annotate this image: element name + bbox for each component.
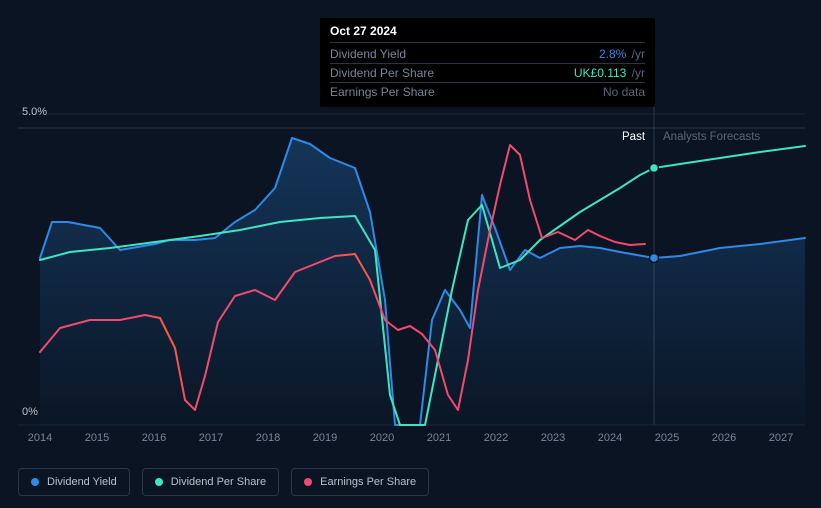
tooltip-label: Dividend Yield xyxy=(330,47,406,61)
chart-tooltip: Oct 27 2024 Dividend Yield2.8% /yrDivide… xyxy=(320,18,655,107)
legend-label: Earnings Per Share xyxy=(320,476,416,488)
tooltip-row: Dividend Per Share UK£0.113 /yr xyxy=(330,64,645,83)
x-axis-tick: 2026 xyxy=(712,432,736,444)
forecast-region-label: Analysts Forecasts xyxy=(663,131,760,143)
legend-dot xyxy=(304,478,312,486)
x-axis-tick: 2015 xyxy=(85,432,109,444)
legend-label: Dividend Per Share xyxy=(171,476,266,488)
tooltip-label: Dividend Per Share xyxy=(330,66,434,80)
tooltip-date: Oct 27 2024 xyxy=(330,24,645,43)
tooltip-value: 2.8% /yr xyxy=(599,47,645,61)
legend-item-dividend-per-share[interactable]: Dividend Per Share xyxy=(142,468,279,496)
legend-label: Dividend Yield xyxy=(47,476,117,488)
x-axis-tick: 2025 xyxy=(655,432,679,444)
tooltip-label: Earnings Per Share xyxy=(330,85,435,99)
x-axis-tick: 2024 xyxy=(598,432,622,444)
legend-dot xyxy=(31,478,39,486)
x-axis-tick: 2019 xyxy=(313,432,337,444)
x-axis-tick: 2016 xyxy=(142,432,166,444)
tooltip-row: Earnings Per Share No data xyxy=(330,83,645,101)
tooltip-value: No data xyxy=(603,85,645,99)
y-axis-min-label: 0% xyxy=(22,406,38,418)
chart-legend: Dividend Yield Dividend Per Share Earnin… xyxy=(18,468,429,496)
dividend-chart: 5.0% 0% 2014 2015 2016 2017 2018 2019 2020 2021… xyxy=(0,0,821,508)
tooltip-value: UK£0.113 /yr xyxy=(574,66,645,80)
x-axis-tick: 2014 xyxy=(28,432,52,444)
tooltip-row: Dividend Yield 2.8% /yr xyxy=(330,45,645,64)
x-axis-tick: 2018 xyxy=(256,432,280,444)
x-axis-tick: 2020 xyxy=(370,432,394,444)
x-axis-tick: 2017 xyxy=(199,432,223,444)
past-region-label: Past xyxy=(622,131,645,143)
y-axis-max-label: 5.0% xyxy=(22,106,47,118)
x-axis-tick: 2021 xyxy=(427,432,451,444)
x-axis-tick: 2023 xyxy=(541,432,565,444)
legend-item-earnings-per-share[interactable]: Earnings Per Share xyxy=(291,468,429,496)
legend-dot xyxy=(155,478,163,486)
x-axis-tick: 2022 xyxy=(484,432,508,444)
legend-item-dividend-yield[interactable]: Dividend Yield xyxy=(18,468,130,496)
x-axis-tick: 2027 xyxy=(769,432,793,444)
